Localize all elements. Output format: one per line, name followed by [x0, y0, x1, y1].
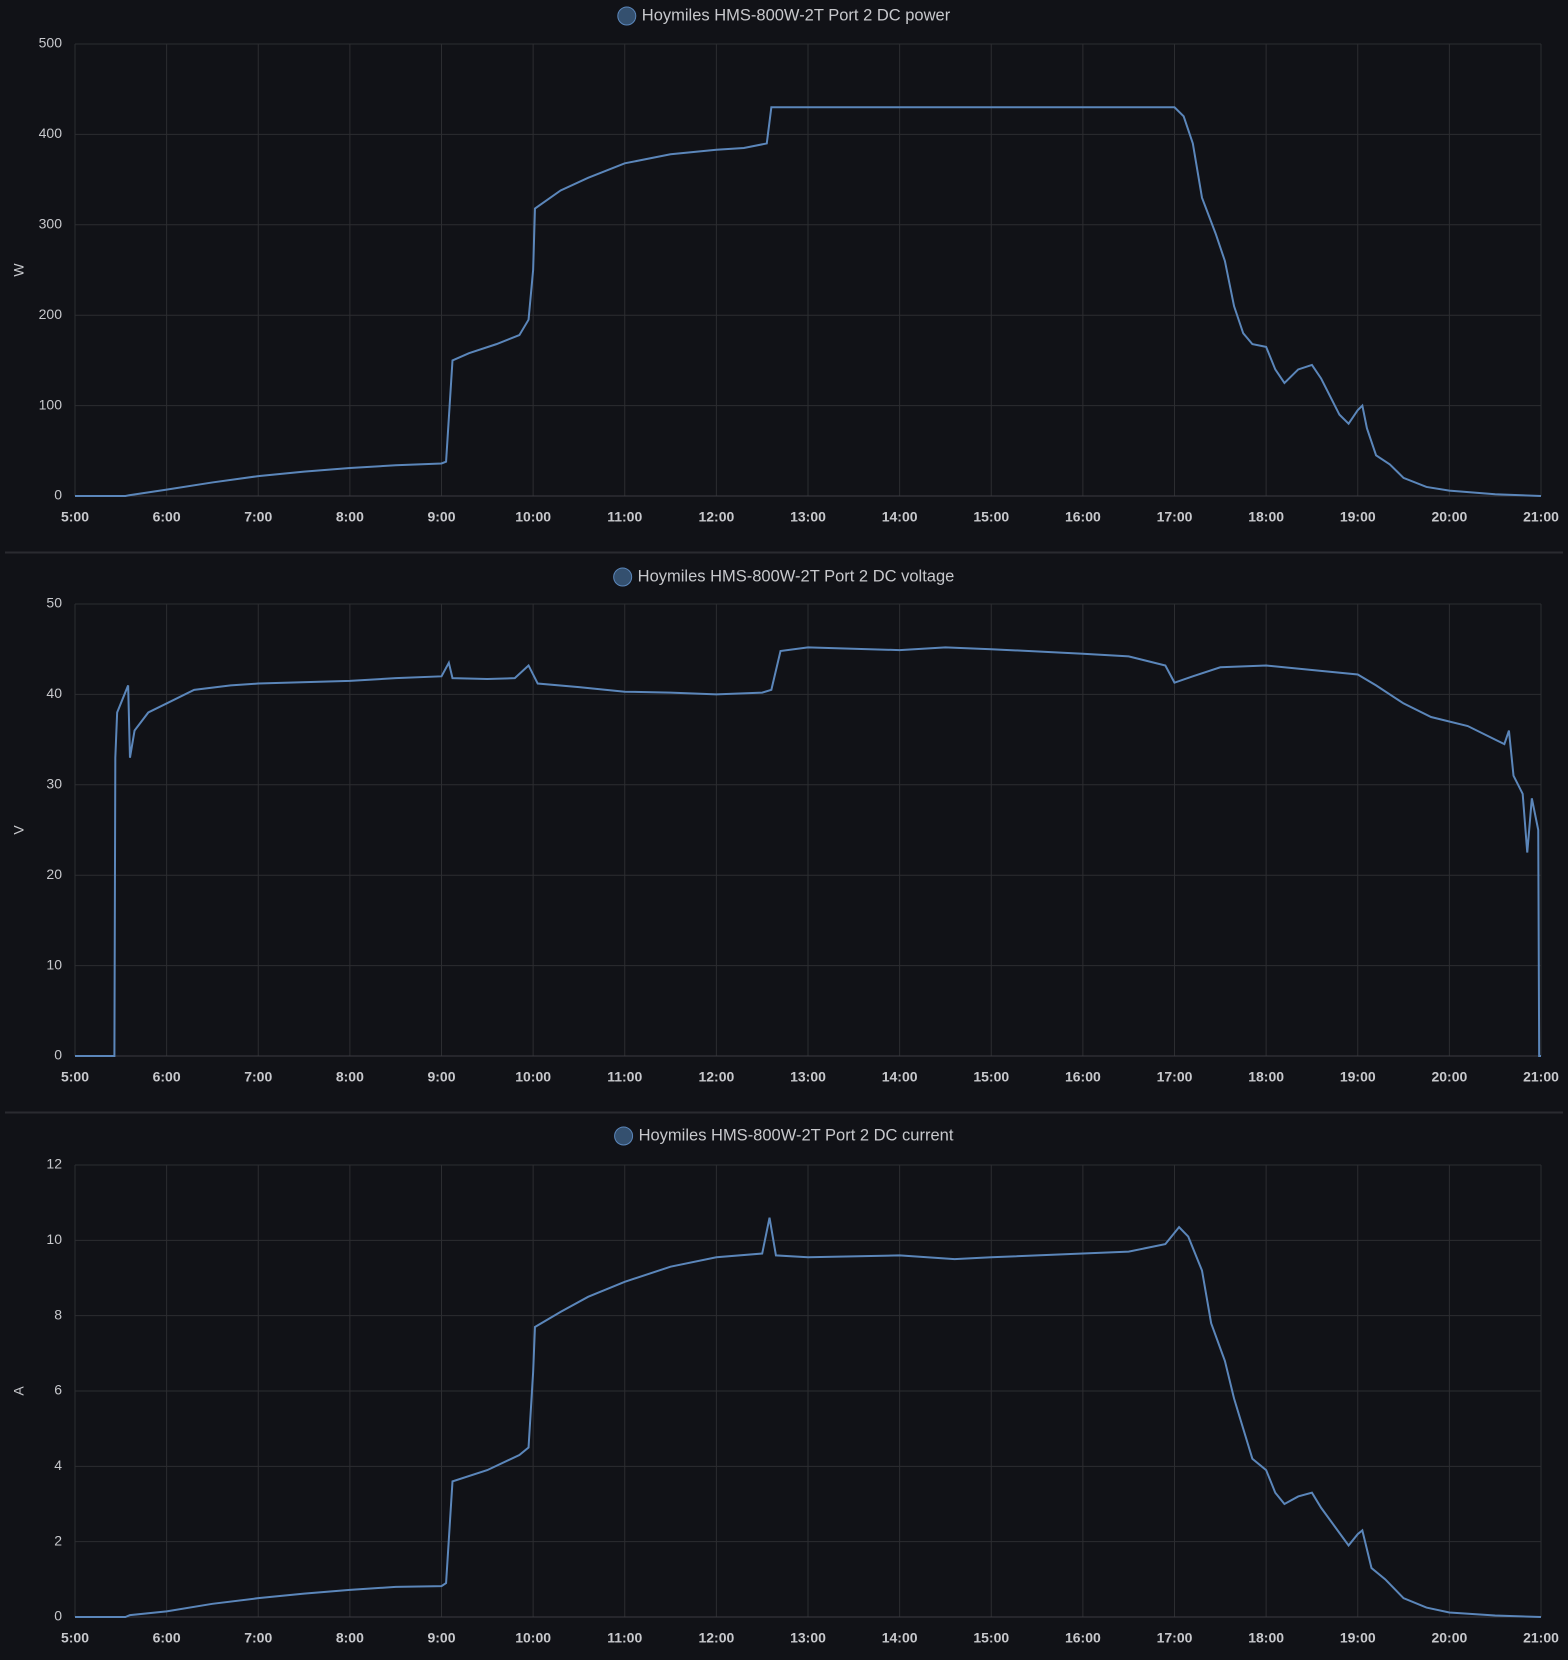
x-tick-label: 8:00 [336, 1069, 364, 1085]
x-tick-label: 8:00 [336, 1630, 364, 1646]
legend-label: Hoymiles HMS-800W-2T Port 2 DC power [642, 6, 951, 24]
y-tick-label: 500 [39, 35, 63, 51]
x-tick-label: 7:00 [244, 1630, 272, 1646]
y-tick-label: 0 [54, 487, 62, 503]
x-tick-label: 8:00 [336, 509, 364, 525]
legend-marker [613, 567, 633, 587]
x-tick-label: 10:00 [515, 1069, 551, 1085]
legend-marker [617, 6, 637, 26]
x-tick-label: 7:00 [244, 509, 272, 525]
y-tick-label: 100 [39, 396, 63, 412]
y-axis-label: A [11, 1386, 27, 1396]
y-axis-label: V [11, 825, 27, 835]
data-line [75, 106, 1542, 497]
x-tick-label: 9:00 [427, 1630, 455, 1646]
x-tick-label: 10:00 [515, 509, 551, 525]
legend-marker [614, 1126, 634, 1146]
x-tick-label: 16:00 [1065, 1069, 1101, 1085]
x-tick-label: 17:00 [1157, 1069, 1193, 1085]
x-tick-label: 21:00 [1523, 1069, 1559, 1085]
x-tick-label: 15:00 [973, 1630, 1009, 1646]
x-tick-label: 14:00 [882, 509, 918, 525]
y-tick-label: 2 [54, 1532, 62, 1548]
x-tick-label: 17:00 [1157, 1630, 1193, 1646]
x-tick-label: 11:00 [607, 1630, 642, 1646]
legend-item: Hoymiles HMS-800W-2T Port 2 DC current [614, 1126, 954, 1146]
x-tick-label: 20:00 [1431, 1069, 1467, 1085]
x-tick-label: 13:00 [790, 509, 826, 525]
x-tick-label: 11:00 [607, 1069, 642, 1085]
x-tick-label: 7:00 [244, 1069, 272, 1085]
x-tick-label: 15:00 [973, 1069, 1009, 1085]
y-tick-label: 10 [46, 956, 62, 972]
y-tick-label: 6 [54, 1382, 62, 1398]
x-tick-label: 16:00 [1065, 1630, 1101, 1646]
y-tick-label: 200 [39, 306, 63, 322]
x-tick-label: 5:00 [61, 1069, 89, 1085]
x-tick-label: 15:00 [973, 509, 1009, 525]
x-tick-label: 19:00 [1340, 1069, 1376, 1085]
y-tick-label: 30 [46, 776, 62, 792]
legend-label: Hoymiles HMS-800W-2T Port 2 DC voltage [638, 567, 955, 585]
x-tick-label: 19:00 [1340, 1630, 1376, 1646]
x-tick-label: 18:00 [1248, 509, 1284, 525]
y-axis-label: W [11, 263, 27, 277]
x-tick-label: 11:00 [607, 509, 642, 525]
y-tick-label: 400 [39, 125, 63, 141]
x-tick-label: 14:00 [882, 1630, 918, 1646]
x-tick-label: 21:00 [1523, 509, 1559, 525]
x-tick-label: 17:00 [1157, 509, 1193, 525]
y-tick-label: 8 [54, 1306, 62, 1322]
x-tick-label: 12:00 [698, 509, 734, 525]
x-tick-label: 6:00 [153, 509, 181, 525]
x-tick-label: 18:00 [1248, 1069, 1284, 1085]
x-tick-label: 9:00 [427, 509, 455, 525]
x-tick-label: 9:00 [427, 1069, 455, 1085]
x-tick-label: 14:00 [882, 1069, 918, 1085]
x-tick-label: 5:00 [61, 1630, 89, 1646]
x-tick-label: 18:00 [1248, 1630, 1284, 1646]
y-tick-label: 40 [46, 685, 62, 701]
x-tick-label: 16:00 [1065, 509, 1101, 525]
y-tick-label: 50 [46, 595, 62, 611]
legend-label: Hoymiles HMS-800W-2T Port 2 DC current [639, 1126, 954, 1144]
x-tick-label: 10:00 [515, 1630, 551, 1646]
x-tick-label: 19:00 [1340, 509, 1376, 525]
data-line [75, 646, 1541, 1057]
legend-item: Hoymiles HMS-800W-2T Port 2 DC power [617, 6, 951, 26]
y-tick-label: 0 [54, 1608, 62, 1624]
x-tick-label: 13:00 [790, 1630, 826, 1646]
x-tick-label: 6:00 [153, 1069, 181, 1085]
x-tick-label: 13:00 [790, 1069, 826, 1085]
y-tick-label: 4 [54, 1457, 62, 1473]
x-tick-label: 21:00 [1523, 1630, 1559, 1646]
x-tick-label: 12:00 [698, 1069, 734, 1085]
x-tick-label: 12:00 [698, 1630, 734, 1646]
y-tick-label: 12 [46, 1156, 62, 1172]
data-line [75, 1217, 1542, 1618]
x-tick-label: 20:00 [1431, 509, 1467, 525]
y-tick-label: 10 [46, 1231, 62, 1247]
y-tick-label: 300 [39, 216, 63, 232]
legend-item: Hoymiles HMS-800W-2T Port 2 DC voltage [613, 567, 955, 587]
y-tick-label: 0 [54, 1047, 62, 1063]
x-tick-label: 5:00 [61, 509, 89, 525]
y-tick-label: 20 [46, 866, 62, 882]
x-tick-label: 20:00 [1431, 1630, 1467, 1646]
x-tick-label: 6:00 [153, 1630, 181, 1646]
